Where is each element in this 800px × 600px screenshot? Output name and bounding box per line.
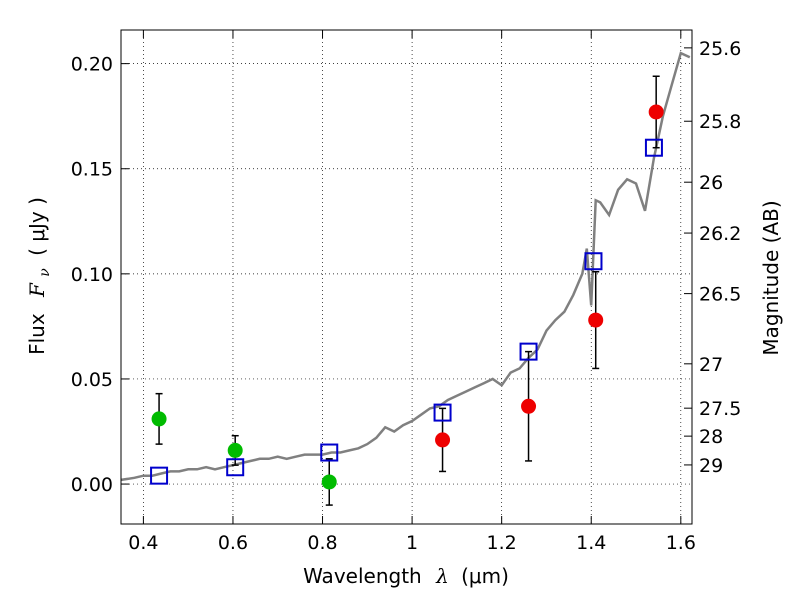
y-axis-title-units: ( μJy ) bbox=[25, 197, 49, 256]
x-tick-label: 0.8 bbox=[307, 532, 337, 554]
data-point-square bbox=[519, 342, 538, 361]
x-tick-label: 1.6 bbox=[666, 532, 696, 554]
y-axis-title: Flux F ν ( μJy ) bbox=[25, 197, 54, 355]
x-axis-title: Wavelength λ (μm) bbox=[303, 564, 509, 588]
y2-tick-label: 26.5 bbox=[699, 284, 741, 306]
x-tick-label: 0.6 bbox=[218, 532, 248, 554]
data-point-square bbox=[433, 403, 452, 422]
y2-tick-label: 25.8 bbox=[699, 111, 741, 133]
data-point-circle bbox=[588, 312, 604, 328]
data-point-circle bbox=[321, 474, 337, 490]
y2-tick-label: 26.2 bbox=[699, 223, 741, 245]
y2-axis-title: Magnitude (AB) bbox=[759, 200, 783, 355]
data-point-circle bbox=[435, 432, 451, 448]
y2-tick-label: 26 bbox=[699, 172, 723, 194]
y2-tick-label: 29 bbox=[699, 455, 723, 477]
x-tick-label: 0.4 bbox=[128, 532, 158, 554]
data-point-square bbox=[584, 252, 603, 271]
data-point-square bbox=[150, 466, 169, 485]
y2-tick-label: 27 bbox=[699, 354, 723, 376]
data-point-square bbox=[226, 458, 245, 477]
data-point-circle bbox=[648, 104, 664, 120]
y2-tick-label: 25.6 bbox=[699, 38, 741, 60]
data-point-square bbox=[644, 138, 663, 157]
data-point-circle bbox=[521, 398, 537, 414]
x-tick-label: 1 bbox=[406, 532, 418, 554]
y-tick-label: 0.05 bbox=[71, 369, 113, 391]
x-tick-label: 1.2 bbox=[487, 532, 517, 554]
data-point-circle bbox=[151, 411, 167, 427]
plot-frame bbox=[120, 29, 693, 525]
y2-tick-label: 27.5 bbox=[699, 398, 741, 420]
x-axis-title-units: (μm) bbox=[461, 564, 509, 588]
y-axis-title-symbol: F bbox=[25, 282, 49, 298]
y-tick-label: 0.00 bbox=[71, 474, 113, 496]
x-tick-label: 1.4 bbox=[576, 532, 606, 554]
data-point-circle bbox=[227, 442, 243, 458]
y-axis-title-subscript: ν bbox=[37, 268, 53, 277]
grid-lines bbox=[121, 30, 692, 524]
y-tick-label: 0.10 bbox=[71, 264, 113, 286]
y-tick-label: 0.15 bbox=[71, 159, 113, 181]
y-axis-title-text: Flux bbox=[25, 313, 49, 355]
model-spectrum-line bbox=[120, 51, 691, 482]
x-axis-title-symbol: λ bbox=[435, 564, 449, 588]
y-tick-label: 0.20 bbox=[71, 54, 113, 76]
data-points bbox=[150, 75, 664, 506]
x-axis-title-text: Wavelength bbox=[303, 564, 422, 588]
axis-ticks: 0.4 0.6 0.8 1 1.2 1.4 1.6 0.00 0.05 0.10 0.15 0.20 2… bbox=[71, 30, 741, 554]
data-point-square bbox=[320, 443, 339, 462]
y2-tick-label: 28 bbox=[699, 426, 723, 448]
